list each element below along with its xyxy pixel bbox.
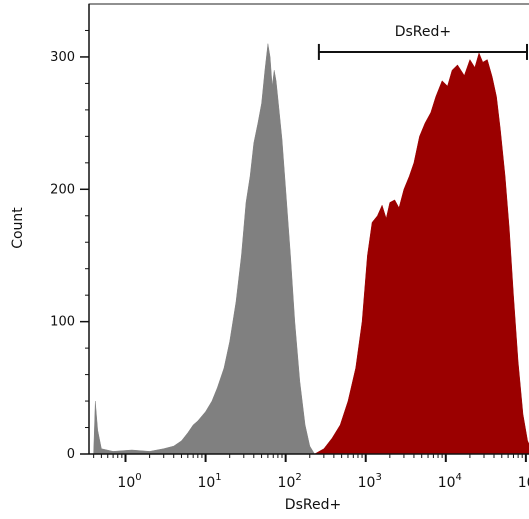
x-tick-label: 103 <box>358 472 382 491</box>
series-layer <box>93 43 529 455</box>
x-tick-label: 104 <box>438 472 462 491</box>
y-tick-label: 200 <box>50 182 75 197</box>
y-axis: 0 100 200 300 <box>50 4 90 462</box>
histogram-series-2 <box>313 52 529 455</box>
x-axis: 100 101 102 103 104 105 <box>89 453 529 491</box>
x-tick-label: 102 <box>278 472 302 491</box>
y-tick-label: 300 <box>50 50 75 65</box>
gate-label: DsRed+ <box>395 24 451 40</box>
x-tick-label: 101 <box>197 472 221 491</box>
histogram-series-1 <box>93 43 316 455</box>
y-axis-label: Count <box>10 207 26 249</box>
x-tick-label: 105 <box>518 472 529 491</box>
y-tick-label: 0 <box>67 447 75 462</box>
gate-layer: DsRed+ <box>317 24 528 60</box>
y-tick-label: 100 <box>50 315 75 330</box>
x-tick-label: 100 <box>117 472 141 491</box>
x-axis-label: DsRed+ <box>285 497 341 513</box>
